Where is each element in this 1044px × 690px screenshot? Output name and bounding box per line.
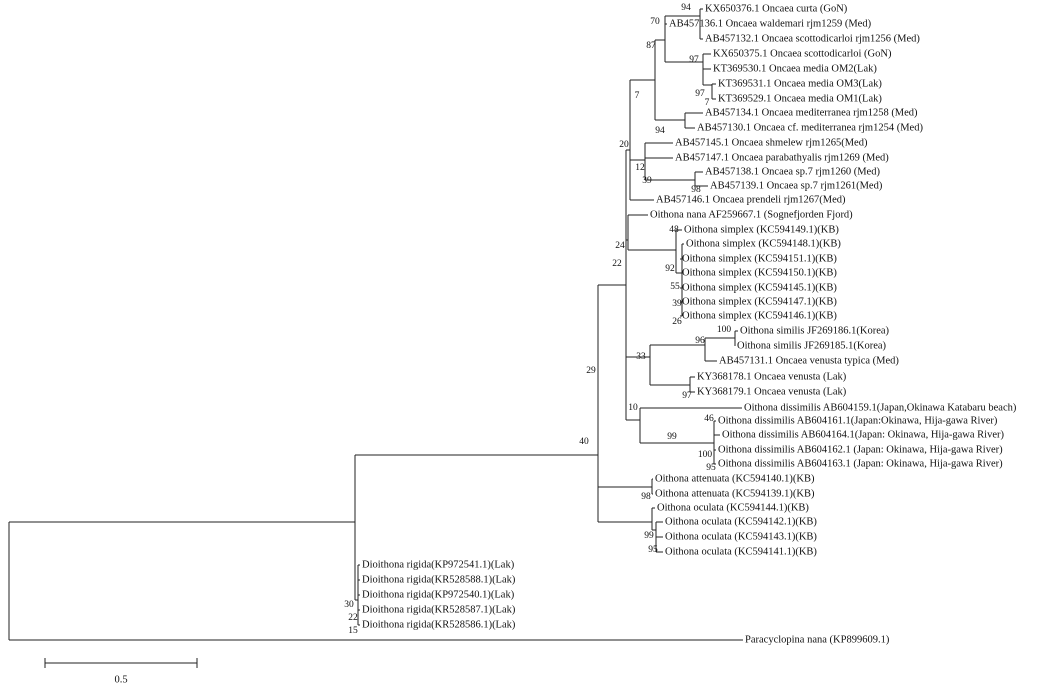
leaf-label: AB457136.1 Oncaea waldemari rjm1259 (Med… xyxy=(669,18,872,29)
support-value: 97 xyxy=(682,391,692,401)
leaf-label: Oithona dissimilis AB604162.1 (Japan: Ok… xyxy=(718,444,1003,455)
support-value: 26 xyxy=(672,317,682,327)
leaf-label: KY368178.1 Oncaea venusta (Lak) xyxy=(697,371,847,382)
leaf-label: Oithona attenuata (KC594139.1)(KB) xyxy=(655,488,815,499)
support-value: 7 xyxy=(705,98,710,108)
leaf-label: KX650375.1 Oncaea scottodicarloi (GoN) xyxy=(713,48,892,59)
support-value: 10 xyxy=(628,403,638,413)
leaf-label: AB457130.1 Oncaea cf. mediterranea rjm12… xyxy=(697,122,923,133)
support-value: 99 xyxy=(644,531,654,541)
leaf-label: Dioithona rigida(KR528588.1)(Lak) xyxy=(362,574,516,585)
support-value: 95 xyxy=(706,463,716,473)
support-value: 94 xyxy=(655,126,665,136)
support-value: 29 xyxy=(586,366,596,376)
support-value: 20 xyxy=(619,140,629,150)
support-value: 97 xyxy=(695,89,705,99)
support-value: 40 xyxy=(579,437,589,447)
leaf-label: Oithona simplex (KC594147.1)(KB) xyxy=(682,296,837,307)
scale-label: 0.5 xyxy=(114,674,127,685)
support-value: 22 xyxy=(612,259,622,269)
leaf-label: Oithona similis JF269185.1(Korea) xyxy=(737,340,887,351)
support-value: 33 xyxy=(636,352,646,362)
leaf-label: AB457147.1 Oncaea parabathyalis rjm1269 … xyxy=(675,152,889,163)
support-value: 96 xyxy=(695,336,705,346)
support-value: 70 xyxy=(650,17,660,27)
support-value: 94 xyxy=(681,3,691,13)
leaf-label: Oithona dissimilis AB604159.1(Japan,Okin… xyxy=(744,402,1017,413)
leaf-label: Oithona simplex (KC594146.1)(KB) xyxy=(682,310,837,321)
leaf-label: Oithona dissimilis AB604163.1 (Japan: Ok… xyxy=(718,458,1003,469)
leaf-label: AB457131.1 Oncaea venusta typica (Med) xyxy=(719,355,899,366)
support-value: 30 xyxy=(344,600,354,610)
leaf-label: Oithona oculata (KC594142.1)(KB) xyxy=(665,516,817,527)
leaf-label: AB457132.1 Oncaea scottodicarloi rjm1256… xyxy=(705,33,920,44)
leaf-label: Dioithona rigida(KP972541.1)(Lak) xyxy=(362,559,515,570)
leaf-label: Oithona simplex (KC594145.1)(KB) xyxy=(682,282,837,293)
support-value: 98 xyxy=(641,492,651,502)
leaf-label: Paracyclopina nana (KP899609.1) xyxy=(745,634,890,645)
support-value: 92 xyxy=(665,264,675,274)
scale-bar: 0.5 xyxy=(44,658,198,685)
leaf-label: KT369529.1 Oncaea media OM1(Lak) xyxy=(718,93,882,104)
leaf-label: Oithona oculata (KC594143.1)(KB) xyxy=(665,531,817,542)
support-value: 100 xyxy=(717,325,732,335)
support-value: 7 xyxy=(635,91,640,101)
support-value: 15 xyxy=(348,626,358,636)
support-value: 97 xyxy=(689,55,699,65)
leaf-label: Oithona simplex (KC594150.1)(KB) xyxy=(682,267,837,278)
leaf-label: AB457134.1 Oncaea mediterranea rjm1258 (… xyxy=(705,107,918,118)
support-value: 12 xyxy=(635,163,645,173)
leaf-label: Dioithona rigida(KR528586.1)(Lak) xyxy=(362,619,516,630)
support-value: 87 xyxy=(646,41,656,51)
leaf-label: AB457146.1 Oncaea prendeli rjm1267(Med) xyxy=(656,194,846,205)
leaf-label: Dioithona rigida(KR528587.1)(Lak) xyxy=(362,604,516,615)
leaf-label: Oithona oculata (KC594141.1)(KB) xyxy=(665,546,817,557)
leaf-label: Oithona simplex (KC594148.1)(KB) xyxy=(686,238,841,249)
leaf-label: KT369531.1 Oncaea media OM3(Lak) xyxy=(718,78,882,89)
leaf-label: Oithona nana AF259667.1 (Sognefjorden Fj… xyxy=(650,209,853,220)
support-value: 48 xyxy=(669,225,679,235)
support-value: 39 xyxy=(672,299,682,309)
support-value: 39 xyxy=(642,176,652,186)
support-value: 24 xyxy=(615,241,625,251)
support-value: 100 xyxy=(698,450,713,460)
leaf-label: AB457145.1 Oncaea shmelew rjm1265(Med) xyxy=(675,137,868,148)
leaf-label: AB457139.1 Oncaea sp.7 rjm1261(Med) xyxy=(710,180,883,191)
support-value: 22 xyxy=(348,613,358,623)
support-value: 98 xyxy=(691,185,701,195)
leaf-label: AB457138.1 Oncaea sp.7 rjm1260 (Med) xyxy=(705,166,880,177)
leaf-label: KX650376.1 Oncaea curta (GoN) xyxy=(705,3,848,14)
support-value: 55 xyxy=(670,282,680,292)
leaf-label: KT369530.1 Oncaea media OM2(Lak) xyxy=(713,63,877,74)
support-value: 99 xyxy=(667,432,677,442)
leaf-label: Oithona oculata (KC594144.1)(KB) xyxy=(657,502,809,513)
leaf-label: Dioithona rigida(KP972540.1)(Lak) xyxy=(362,589,515,600)
support-value: 95 xyxy=(648,545,658,555)
leaf-label: Oithona similis JF269186.1(Korea) xyxy=(740,325,890,336)
leaf-label: Oithona dissimilis AB604164.1(Japan: Oki… xyxy=(722,429,1005,440)
leaf-label: Oithona simplex (KC594149.1)(KB) xyxy=(684,224,839,235)
leaf-label: Oithona dissimilis AB604161.1(Japan:Okin… xyxy=(718,415,998,426)
leaf-label: KY368179.1 Oncaea venusta (Lak) xyxy=(697,386,847,397)
support-value: 46 xyxy=(704,414,714,424)
leaf-label: Oithona attenuata (KC594140.1)(KB) xyxy=(655,473,815,484)
leaf-label: Oithona simplex (KC594151.1)(KB) xyxy=(682,253,837,264)
